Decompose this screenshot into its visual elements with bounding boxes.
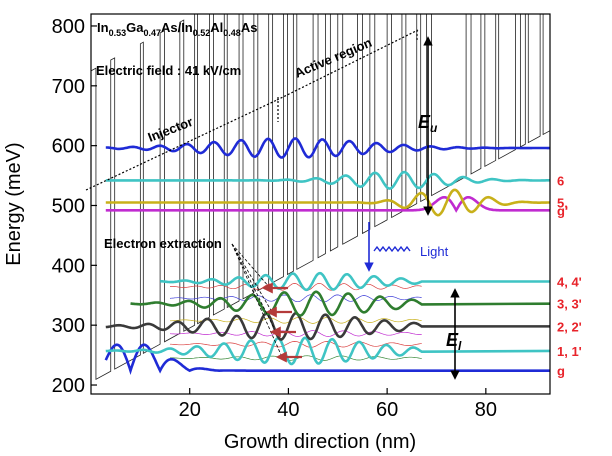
y-tick-label: 600: [52, 136, 85, 158]
y-tick-label: 200: [52, 375, 85, 397]
minor-wavefunction: [170, 317, 422, 324]
y-ticks: 200 300 400 500 600 700 800: [52, 16, 97, 397]
plot-frame: [90, 13, 551, 395]
level-label: 6: [557, 173, 564, 188]
photon-wave-icon: [373, 245, 411, 253]
minor-wavefunction: [169, 330, 422, 337]
minor-wavefunctions: [169, 282, 422, 361]
level-label: g: [557, 364, 565, 379]
x-tick-label: 80: [475, 399, 497, 421]
x-tick-label: 20: [179, 399, 201, 421]
active-region-label: Active region: [292, 35, 374, 81]
light-label: Light: [420, 244, 449, 259]
electric-field-label: Electric field : 41 kV/cm: [96, 63, 241, 78]
minor-wavefunction: [169, 282, 422, 291]
y-tick-label: 700: [52, 76, 85, 98]
wavefunction-1: [105, 336, 550, 366]
x-ticks: 20 40 60 80: [179, 388, 497, 421]
y-tick-label: 500: [52, 195, 85, 217]
extraction-markers: [261, 282, 302, 363]
wavefunction-g: [104, 343, 550, 376]
level-label: 4, 4': [557, 274, 582, 289]
level-label: 5,: [557, 196, 568, 211]
wavefunction-series: [104, 137, 550, 376]
wavefunction-5': [105, 188, 550, 217]
wavefunction-upper: [105, 137, 550, 159]
wavefunction-4: [160, 271, 550, 292]
el-label: El: [446, 330, 462, 353]
eu-label: Eu: [418, 112, 438, 135]
injector-label: Injector: [146, 114, 195, 145]
chart-title: In0.53Ga0.47As/In0.52Al0.48As: [97, 20, 257, 38]
wavefunction-2: [105, 312, 550, 341]
level-label: g': [557, 203, 568, 218]
level-label: 2, 2': [557, 319, 582, 334]
x-axis-label: Growth direction (nm): [224, 431, 416, 453]
level-label: 3, 3': [557, 297, 582, 312]
y-tick-label: 800: [52, 16, 85, 38]
x-tick-label: 40: [277, 399, 299, 421]
y-axis-label: Energy (meV): [3, 142, 25, 265]
wavefunction-g': [105, 196, 550, 213]
conduction-band-profile: [91, 14, 550, 381]
y-tick-label: 300: [52, 315, 85, 337]
wavefunction-6: [105, 170, 550, 190]
level-label: 1, 1': [557, 344, 582, 359]
x-tick-label: 60: [376, 399, 398, 421]
electron-extraction-label: Electron extraction: [104, 236, 222, 251]
wavefunction-3: [130, 290, 550, 317]
minor-wavefunction: [170, 341, 422, 348]
field-guide-line-lower: [85, 99, 278, 191]
level-labels: 6 5,g' 4, 4' 3, 3' 2, 2' 1, 1' g: [557, 173, 582, 378]
conduction-band-line: [91, 14, 550, 381]
y-tick-label: 400: [52, 255, 85, 277]
minor-wavefunction: [169, 294, 422, 303]
